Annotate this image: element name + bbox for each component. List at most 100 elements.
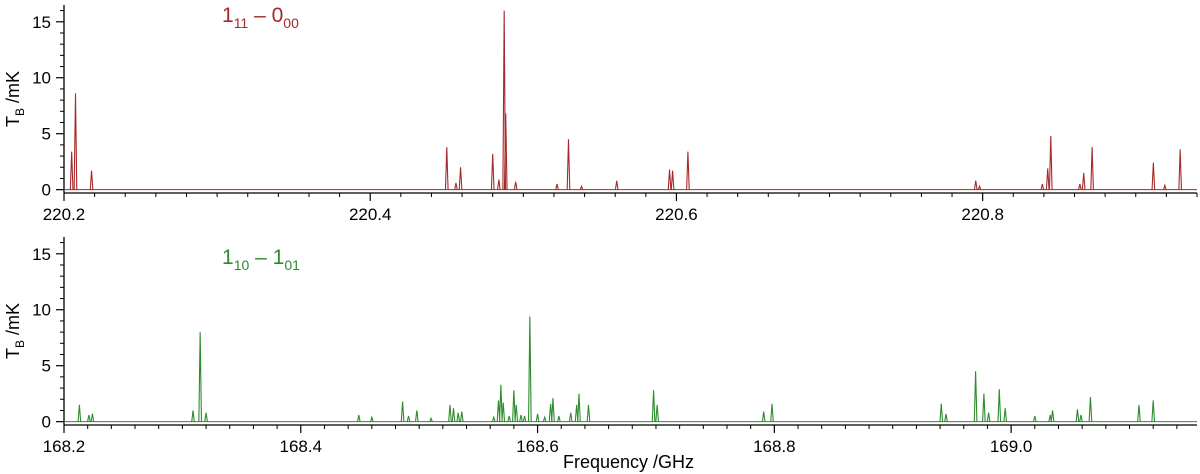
spectrum-peak xyxy=(522,415,527,422)
chart-panel-top: 220.2 220.4 220.6 220.8 0 5 10 15 TB /mK 111 – 00… xyxy=(3,4,1198,224)
y-tick-label: 10 xyxy=(32,301,51,320)
spectrum-peak xyxy=(973,180,978,190)
spectrum-peak xyxy=(1078,183,1082,190)
spectrum-peak xyxy=(568,412,573,422)
spectrum-peak xyxy=(1079,414,1083,422)
spectrum-peak xyxy=(997,389,1002,422)
spectrum-peak xyxy=(1151,400,1156,422)
spectrum-peak xyxy=(513,181,518,190)
spectrum-peak xyxy=(69,151,74,190)
spectrum-peak xyxy=(491,415,496,422)
x-tick-label: 169.0 xyxy=(990,437,1033,456)
spectrum-peak xyxy=(1178,149,1183,190)
spectrum-peak xyxy=(686,151,690,190)
spectrum-peak xyxy=(944,413,948,422)
spectrum-peak xyxy=(579,184,584,190)
spectrum-peak xyxy=(512,390,516,422)
spectrum-peak xyxy=(973,371,978,422)
spectrum-peak xyxy=(501,402,506,422)
spectrum-peak xyxy=(496,179,501,190)
spectrum-peak xyxy=(499,384,503,422)
spectrum-peak xyxy=(986,412,991,422)
x-tick-label: 168.2 xyxy=(43,437,86,456)
x-tick-label: 168.4 xyxy=(280,437,323,456)
spectrum-peak xyxy=(459,411,464,422)
spectrum-peak xyxy=(503,113,508,190)
spectrum-peak xyxy=(977,184,982,190)
x-tick-label: 220.4 xyxy=(349,205,392,224)
spectrum-peak xyxy=(651,390,656,422)
x-tick-label: 168.6 xyxy=(516,437,559,456)
spectrum-peak xyxy=(939,403,944,422)
spectrum-peak xyxy=(89,170,94,190)
spectrum-peak xyxy=(1032,415,1037,422)
spectrum-peak xyxy=(1088,396,1093,422)
spectrum-peak xyxy=(557,415,561,422)
spectrum-peak xyxy=(204,412,208,422)
spectrum-peak xyxy=(356,414,361,422)
spectrum-peak xyxy=(429,416,433,422)
spectrum-peak xyxy=(528,316,532,422)
spectrum-peak xyxy=(535,413,540,422)
spectrum-peak xyxy=(507,415,511,422)
spectrum-peak xyxy=(87,414,91,422)
spectrum-peak xyxy=(1003,408,1008,422)
spectrum-peak xyxy=(406,415,411,422)
spectrum-peak xyxy=(566,139,571,190)
spectrum-peak xyxy=(73,93,78,190)
spectrum-peak xyxy=(761,411,766,422)
spectrum-peak xyxy=(1151,162,1156,190)
spectrum-peak xyxy=(577,393,581,422)
spectrum-peak xyxy=(1163,183,1167,190)
spectrum-peak xyxy=(551,398,555,422)
spectrum-peak xyxy=(542,415,547,422)
spectrum-peak xyxy=(514,404,519,422)
spectrum-peak xyxy=(414,410,419,422)
y-axis-label: TB /mK xyxy=(3,71,27,127)
y-tick-label: 5 xyxy=(42,357,51,376)
transition-label: 110 – 101 xyxy=(222,246,300,273)
spectrum-peak xyxy=(1040,183,1045,190)
spectrum-peak xyxy=(770,403,774,422)
y-tick-label: 5 xyxy=(42,125,51,144)
spectrum-peak xyxy=(448,404,452,422)
spectrum-peak xyxy=(614,180,619,190)
spectrum-peak xyxy=(454,182,458,190)
spectrum-peak xyxy=(456,412,461,422)
x-tick-label: 220.8 xyxy=(961,205,1004,224)
spectrum-peak xyxy=(1048,135,1053,190)
spectrum-peak xyxy=(586,404,591,422)
y-tick-label: 0 xyxy=(42,413,51,432)
spectrum-peak xyxy=(667,169,672,190)
spectrum-peak xyxy=(519,414,523,422)
spectrum-peak xyxy=(655,404,659,422)
spectrum-peak xyxy=(1050,410,1055,422)
x-tick-label: 220.6 xyxy=(655,205,698,224)
x-tick-label: 168.8 xyxy=(753,437,796,456)
spectrum-peak xyxy=(1090,147,1094,190)
y-tick-label: 0 xyxy=(42,181,51,200)
y-tick-label: 10 xyxy=(32,69,51,88)
x-axis-label: Frequency /GHz xyxy=(563,452,694,472)
spectrum-peak xyxy=(198,332,202,422)
spectrum-peak xyxy=(451,408,456,422)
spectrum-peak xyxy=(555,183,559,190)
spectrum-peak xyxy=(369,415,374,422)
spectrum-peak xyxy=(90,413,95,422)
y-tick-label: 15 xyxy=(32,13,51,32)
spectrum-peak xyxy=(77,404,82,422)
spectrum-peak xyxy=(1045,168,1050,190)
y-tick-label: 15 xyxy=(32,245,51,264)
transition-label: 111 – 000 xyxy=(222,4,299,31)
spectrum-peak xyxy=(490,153,495,190)
spectrum-peak xyxy=(982,393,986,422)
spectrum-peak xyxy=(1075,409,1080,422)
y-axis-label: TB /mK xyxy=(3,303,27,359)
spectrum-peak xyxy=(670,170,675,190)
spectrum-peak xyxy=(191,410,195,422)
chart-panel-bottom: 168.2 168.4 168.6 168.8 169.0 0 5 10 15 TB /mK Fre… xyxy=(3,237,1197,472)
spectrum-peak xyxy=(400,401,405,422)
x-tick-label: 220.2 xyxy=(43,205,86,224)
spectrum-peak xyxy=(1137,404,1141,422)
